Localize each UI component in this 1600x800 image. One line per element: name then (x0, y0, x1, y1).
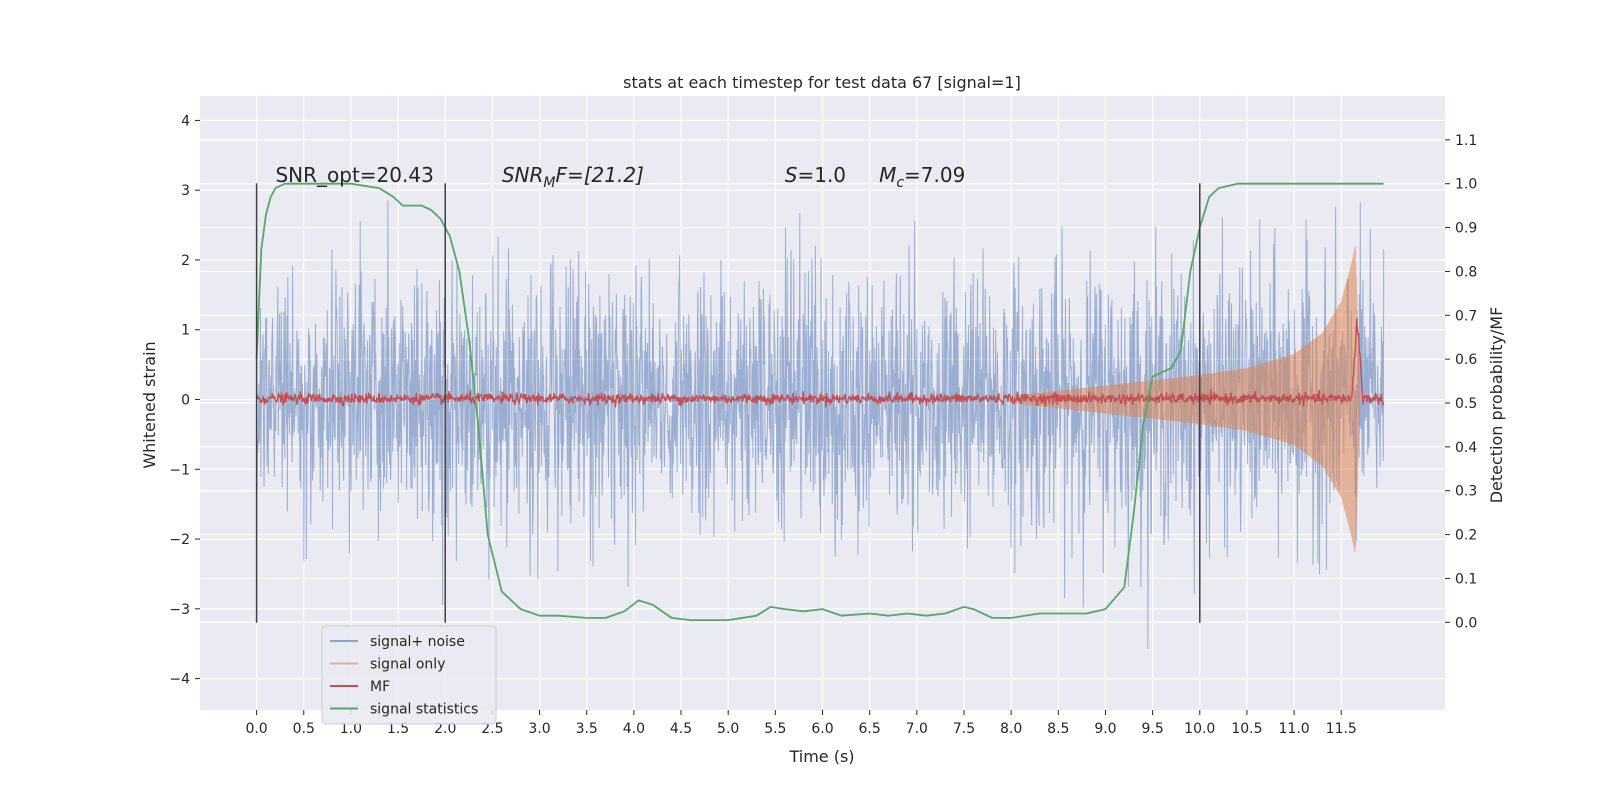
x-tick-label: 5.0 (717, 721, 739, 737)
x-tick-label: 7.0 (906, 721, 928, 737)
y-tick-label-right: 0.7 (1455, 308, 1477, 324)
x-tick-label: 5.5 (764, 721, 786, 737)
y-tick-label-right: 0.1 (1455, 571, 1477, 587)
y-tick-label-right: 0.8 (1455, 264, 1477, 280)
legend-box (321, 625, 497, 725)
chart-title: stats at each timestep for test data 67 … (623, 73, 1021, 92)
x-tick-label: 6.0 (811, 721, 833, 737)
x-tick-label: 10.0 (1184, 721, 1215, 737)
y-axis-label-right: Detection probability/MF (1487, 307, 1506, 504)
x-tick-label: 9.5 (1141, 721, 1163, 737)
x-tick-label: 8.5 (1047, 721, 1069, 737)
x-tick-label: 8.0 (1000, 721, 1022, 737)
x-tick-label: 1.5 (387, 721, 409, 737)
y-tick-label-left: −4 (169, 672, 190, 688)
x-tick-label: 4.5 (670, 721, 692, 737)
y-tick-label-right: 1.1 (1455, 133, 1477, 149)
y-tick-label-left: 3 (181, 183, 190, 199)
x-tick-label: 0.0 (245, 721, 267, 737)
y-tick-label-left: −1 (169, 462, 190, 478)
annotation: SNR_opt=20.43 (275, 163, 433, 187)
legend: signal+ noise signal only MF signal statist… (321, 625, 497, 725)
y-tick-label-right: 0.6 (1455, 352, 1477, 368)
y-tick-label-right: 0.5 (1455, 396, 1477, 412)
y-tick-label-right: 1.0 (1455, 177, 1477, 193)
x-tick-label: 1.0 (340, 721, 362, 737)
annotation: S=1.0 (785, 163, 846, 187)
y-tick-label-left: −2 (169, 532, 190, 548)
x-tick-label: 2.0 (434, 721, 456, 737)
x-tick-label: 3.5 (576, 721, 598, 737)
x-tick-label: 7.5 (953, 721, 975, 737)
legend-label: signal+ noise (370, 634, 465, 650)
legend-label: signal statistics (370, 702, 478, 718)
x-tick-label: 11.0 (1279, 721, 1310, 737)
y-tick-label-left: 4 (181, 113, 190, 129)
y-tick-label-left: 0 (181, 393, 190, 409)
vline-layer (255, 183, 1201, 623)
axes-layer: 0.0 0.5 1.0 1.5 2.0 2.5 3.0 3.5 4.0 4.5 5.0 5.5 6.0 6… (169, 113, 1477, 737)
data-layer (255, 182, 1385, 649)
y-tick-label-left: 2 (181, 253, 190, 269)
annotation: SNRMF=[21.2] (502, 163, 644, 191)
legend-label: signal only (370, 657, 445, 673)
x-tick-label: 10.5 (1231, 721, 1262, 737)
y-tick-label-left: 1 (181, 323, 190, 339)
legend-label: MF (370, 679, 390, 695)
x-tick-label: 9.0 (1094, 721, 1116, 737)
y-tick-label-right: 0.4 (1455, 440, 1477, 456)
y-tick-label-right: 0.3 (1455, 484, 1477, 500)
x-tick-label: 3.0 (528, 721, 550, 737)
x-tick-label: 4.0 (623, 721, 645, 737)
y-tick-label-right: 0.9 (1455, 221, 1477, 237)
x-tick-label: 6.5 (859, 721, 881, 737)
x-axis-label: Time (s) (788, 747, 854, 766)
y-tick-label-right: 0.2 (1455, 528, 1477, 544)
y-axis-label-left: Whitened strain (140, 341, 159, 468)
x-tick-label: 0.5 (293, 721, 315, 737)
annotations: SNR_opt=20.43 SNRMF=[21.2] S=1.0 Mc=7.09 (275, 163, 965, 191)
x-tick-label: 2.5 (481, 721, 503, 737)
x-tick-label: 11.5 (1326, 721, 1357, 737)
annotation: Mc=7.09 (879, 163, 965, 191)
y-tick-label-right: 0.0 (1455, 615, 1477, 631)
series-signal-statistics (255, 182, 1384, 621)
series-mf (256, 318, 1385, 408)
y-tick-label-left: −3 (169, 602, 190, 618)
